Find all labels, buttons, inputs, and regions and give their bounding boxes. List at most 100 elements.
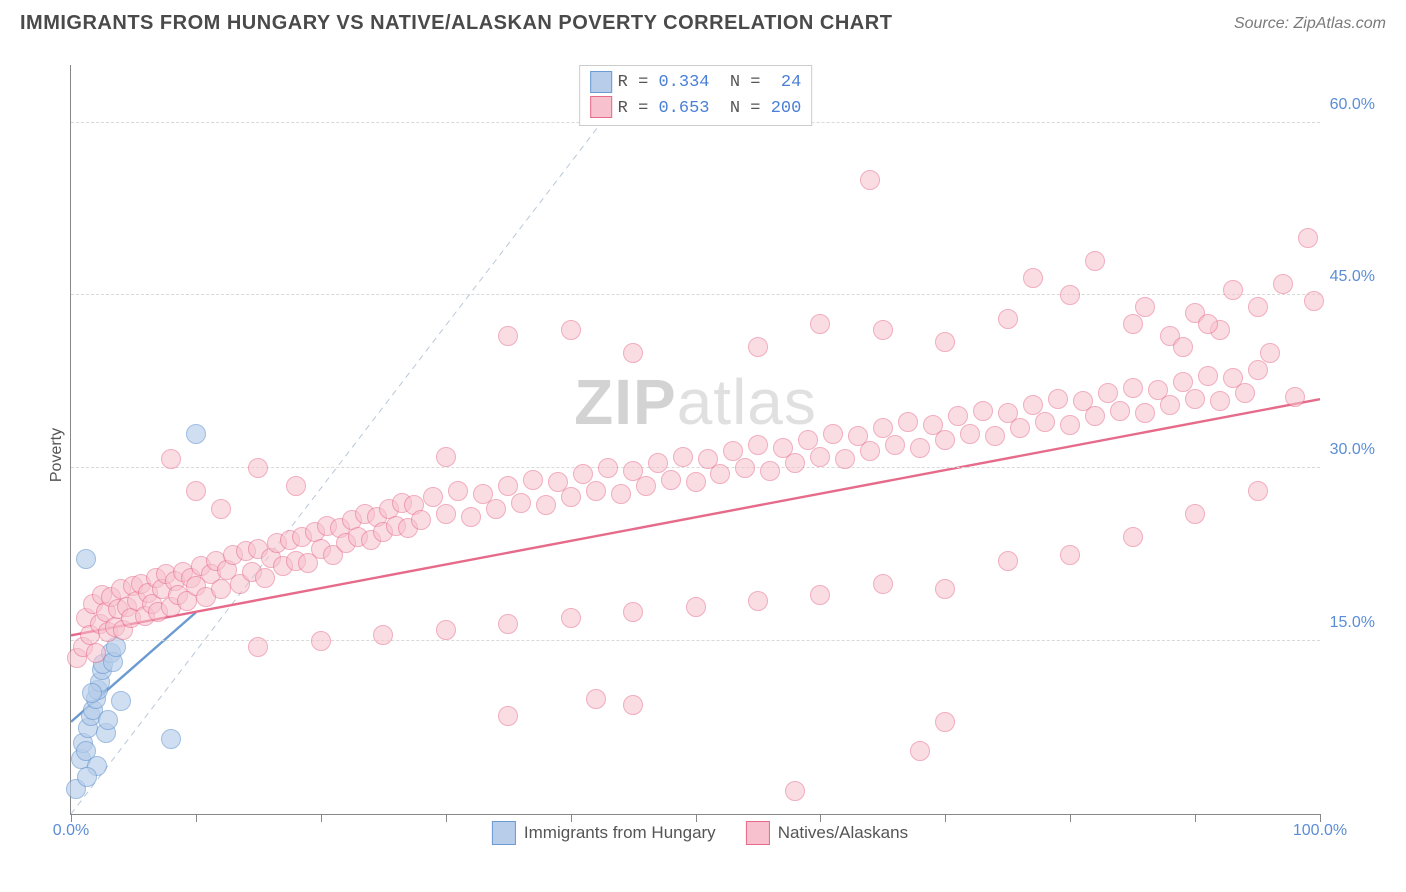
data-point xyxy=(1010,418,1030,438)
data-point xyxy=(710,464,730,484)
legend-correlation-row: R = 0.653 N = 200 xyxy=(590,96,802,122)
y-axis-title: Poverty xyxy=(48,428,66,482)
data-point xyxy=(873,320,893,340)
x-tick xyxy=(1195,814,1196,822)
data-point xyxy=(860,441,880,461)
data-point xyxy=(598,458,618,478)
data-point xyxy=(948,406,968,426)
x-tick-label: 0.0% xyxy=(53,822,89,840)
x-tick xyxy=(196,814,197,822)
data-point xyxy=(648,453,668,473)
trend-lines-svg xyxy=(71,65,1320,814)
data-point xyxy=(898,412,918,432)
data-point xyxy=(1123,314,1143,334)
data-point xyxy=(935,579,955,599)
data-point xyxy=(111,691,131,711)
data-point xyxy=(311,631,331,651)
data-point xyxy=(623,343,643,363)
data-point xyxy=(77,767,97,787)
data-point xyxy=(960,424,980,444)
data-point xyxy=(910,741,930,761)
data-point xyxy=(973,401,993,421)
data-point xyxy=(623,602,643,622)
data-point xyxy=(623,695,643,715)
data-point xyxy=(248,637,268,657)
data-point xyxy=(1123,527,1143,547)
data-point xyxy=(810,585,830,605)
data-point xyxy=(76,549,96,569)
x-tick xyxy=(446,814,447,822)
data-point xyxy=(1223,280,1243,300)
watermark: ZIPatlas xyxy=(574,365,817,439)
data-point xyxy=(823,424,843,444)
data-point xyxy=(255,568,275,588)
data-point xyxy=(661,470,681,490)
data-point xyxy=(423,487,443,507)
data-point xyxy=(1135,297,1155,317)
data-point xyxy=(985,426,1005,446)
data-point xyxy=(1173,337,1193,357)
data-point xyxy=(1273,274,1293,294)
data-point xyxy=(1248,360,1268,380)
data-point xyxy=(1198,366,1218,386)
data-point xyxy=(511,493,531,513)
data-point xyxy=(760,461,780,481)
data-point xyxy=(248,458,268,478)
x-tick xyxy=(71,814,72,822)
data-point xyxy=(1185,389,1205,409)
plot-area: R = 0.334 N = 24R = 0.653 N = 200 ZIPatl… xyxy=(70,65,1320,815)
data-point xyxy=(523,470,543,490)
data-point xyxy=(686,472,706,492)
data-point xyxy=(586,689,606,709)
data-point xyxy=(186,481,206,501)
data-point xyxy=(373,625,393,645)
data-point xyxy=(835,449,855,469)
data-point xyxy=(1304,291,1324,311)
data-point xyxy=(735,458,755,478)
data-point xyxy=(1035,412,1055,432)
data-point xyxy=(1260,343,1280,363)
data-point xyxy=(561,487,581,507)
data-point xyxy=(211,579,231,599)
data-point xyxy=(436,620,456,640)
y-tick-label: 60.0% xyxy=(1325,96,1375,114)
data-point xyxy=(723,441,743,461)
data-point xyxy=(1285,387,1305,407)
data-point xyxy=(1135,403,1155,423)
data-point xyxy=(1185,504,1205,524)
data-point xyxy=(1235,383,1255,403)
data-point xyxy=(748,591,768,611)
data-point xyxy=(486,499,506,519)
data-point xyxy=(448,481,468,501)
data-point xyxy=(935,712,955,732)
data-point xyxy=(873,574,893,594)
data-point xyxy=(636,476,656,496)
data-point xyxy=(998,309,1018,329)
data-point xyxy=(910,438,930,458)
legend-correlation-row: R = 0.334 N = 24 xyxy=(590,70,802,96)
data-point xyxy=(1160,395,1180,415)
data-point xyxy=(1023,395,1043,415)
data-point xyxy=(1248,297,1268,317)
data-point xyxy=(810,314,830,334)
data-point xyxy=(1173,372,1193,392)
data-point xyxy=(411,510,431,530)
data-point xyxy=(1198,314,1218,334)
y-tick-label: 45.0% xyxy=(1325,268,1375,286)
data-point xyxy=(1023,268,1043,288)
data-point xyxy=(436,447,456,467)
data-point xyxy=(286,476,306,496)
data-point xyxy=(611,484,631,504)
data-point xyxy=(1060,415,1080,435)
data-point xyxy=(498,706,518,726)
data-point xyxy=(1248,481,1268,501)
data-point xyxy=(998,551,1018,571)
data-point xyxy=(211,499,231,519)
data-point xyxy=(785,781,805,801)
y-tick-label: 15.0% xyxy=(1325,614,1375,632)
source-label: Source: ZipAtlas.com xyxy=(1234,15,1386,33)
data-point xyxy=(436,504,456,524)
data-point xyxy=(536,495,556,515)
data-point xyxy=(1060,285,1080,305)
data-point xyxy=(1123,378,1143,398)
